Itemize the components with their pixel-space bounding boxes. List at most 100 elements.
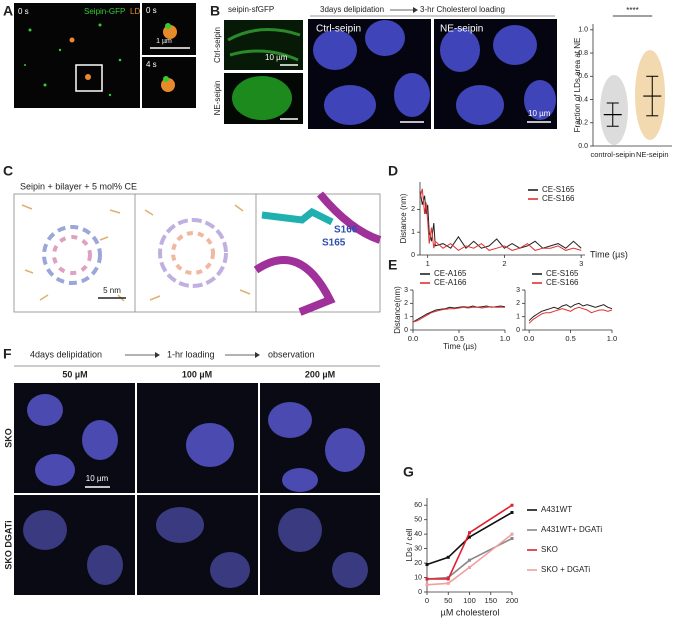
y-tick-label: 40 [414, 531, 422, 538]
y-tick-label: 1 [404, 314, 408, 321]
y-axis-label: Distance (nm) [399, 193, 408, 243]
x-tick-label: 0.5 [565, 334, 575, 343]
step-label: 4days delipidation [30, 349, 102, 359]
arrowhead [255, 352, 260, 358]
series-line [528, 306, 613, 324]
legend-label: CE-S165 [542, 185, 575, 194]
series-line [426, 511, 513, 566]
row-label: SKO [3, 428, 13, 448]
channel-label: Seipin-GFP [84, 7, 125, 16]
column-label: 200 µM [305, 369, 335, 379]
y-tick-label: 0.8 [578, 50, 588, 57]
legend-label: A431WT [541, 505, 572, 514]
channel-label: LD [130, 7, 140, 16]
column-header: seipin-sfGFP [228, 5, 274, 14]
x-tick-label: 0 [425, 596, 429, 605]
time-label: 0 s [18, 7, 29, 16]
point [425, 577, 429, 581]
y-tick-label: 2 [404, 300, 408, 307]
scale-label: 5 nm [103, 286, 121, 295]
scale-label: 10 µm [86, 474, 109, 483]
distribution-cloud [635, 50, 665, 140]
particle [165, 23, 171, 29]
point [446, 581, 450, 585]
x-tick-label: 2 [502, 259, 506, 268]
residue-label: S166 [334, 225, 358, 236]
image-label: NE-seipin [440, 24, 483, 35]
y-tick-label: 0 [418, 589, 422, 596]
y-tick-label: 10 [414, 574, 422, 581]
droplet [85, 74, 91, 80]
y-tick-label: 1 [411, 229, 415, 236]
y-tick-label: 0.0 [578, 143, 588, 150]
point [510, 503, 514, 507]
panel-title: Seipin + bilayer + 5 mol% CE [20, 181, 137, 191]
particles [24, 23, 122, 97]
row-label: NE-seipin [213, 81, 222, 116]
point [510, 532, 514, 536]
panel-label: G [403, 464, 414, 480]
panel-label: E [388, 257, 397, 273]
x-tick-label: 150 [484, 596, 497, 605]
series-line [426, 533, 513, 586]
scale-label: 10 µm [265, 53, 288, 62]
y-tick-label: 20 [414, 560, 422, 567]
image-label: Ctrl-seipin [316, 24, 361, 35]
series-line [528, 302, 613, 322]
row-label: SKO DGATi [3, 520, 13, 569]
series-line [412, 306, 505, 323]
axis-label: Time (µs) [443, 342, 477, 351]
y-tick-label: 3 [516, 287, 520, 294]
micrograph [14, 3, 140, 108]
nuclei [27, 394, 365, 492]
y-tick-label: 0.4 [578, 96, 588, 103]
step-label: 3days delipidation [320, 5, 384, 14]
x-tick-label: 0.0 [524, 334, 534, 343]
x-tick-label: 50 [444, 596, 452, 605]
x-tick-label: 0.0 [408, 334, 418, 343]
helix [253, 191, 382, 316]
panel-label: F [3, 346, 12, 362]
y-tick-label: 3 [404, 287, 408, 294]
x-tick-label: 1 [426, 259, 430, 268]
y-tick-label: 0 [411, 252, 415, 259]
panel-label: A [3, 3, 13, 19]
particle [163, 76, 169, 82]
legend-label: SKO + DGATi [541, 565, 590, 574]
point [468, 531, 471, 535]
y-tick-label: 1.0 [578, 27, 588, 34]
micrograph-grid [14, 383, 380, 595]
legend-label: CE-S165 [546, 269, 579, 278]
x-axis-label: µM cholesterol [441, 607, 500, 617]
y-tick-label: 0 [516, 327, 520, 334]
column-label: 100 µM [182, 369, 212, 379]
y-tick-label: 60 [414, 502, 422, 509]
legend-label: A431WT+ DGATi [541, 525, 602, 534]
panel-label: C [3, 163, 13, 179]
y-axis-label: Fraction of LDs area at NE [573, 38, 582, 133]
point [425, 583, 429, 587]
x-tick-label: control-seipin [590, 150, 635, 159]
point [510, 536, 514, 540]
panel-label: D [388, 163, 398, 179]
x-axis-label: Time (µs) [590, 249, 628, 259]
column-label: 50 µM [62, 369, 87, 379]
scale-label: 10 µm [528, 109, 551, 118]
x-tick-label: NE-seipin [636, 150, 669, 159]
ce-molecule [261, 207, 334, 226]
residue-label: S165 [322, 238, 346, 249]
point [510, 510, 514, 514]
time-label: 0 s [146, 6, 157, 15]
x-tick-label: 1.0 [500, 334, 510, 343]
point [446, 555, 450, 559]
legend-label: CE-S166 [542, 194, 575, 203]
zoom-box [75, 64, 103, 92]
legend-label: CE-S166 [546, 278, 579, 287]
er-signal [227, 28, 301, 62]
distribution-cloud [600, 75, 628, 145]
y-tick-label: 50 [414, 517, 422, 524]
y-tick-label: 2 [411, 206, 415, 213]
step-label: observation [268, 349, 315, 359]
y-tick-label: 0.6 [578, 73, 588, 80]
